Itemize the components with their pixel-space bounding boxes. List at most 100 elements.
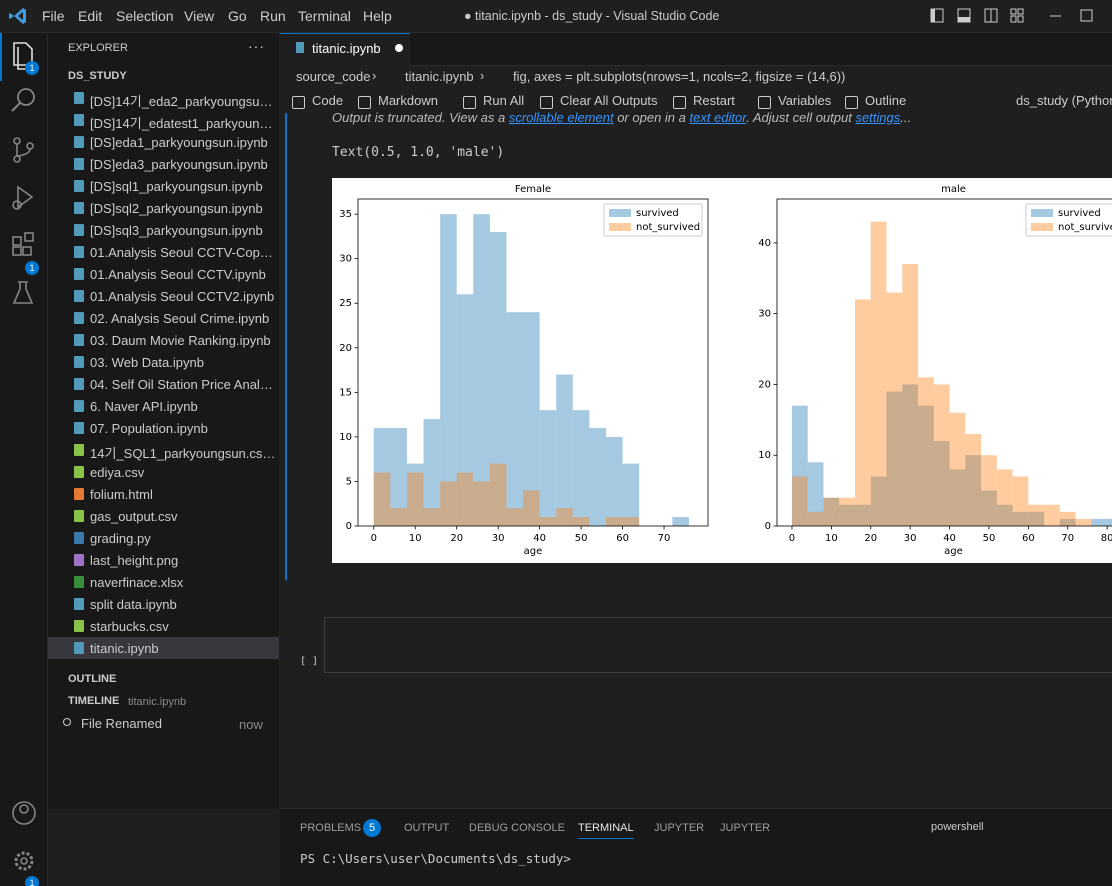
toolbar-button[interactable]: Markdown bbox=[378, 93, 438, 108]
menu-item[interactable]: Terminal bbox=[298, 8, 351, 24]
file-row[interactable]: starbucks.csv bbox=[48, 615, 279, 637]
file-name: ediya.csv bbox=[90, 465, 145, 480]
timeline-entry[interactable]: File Renamed bbox=[81, 716, 162, 731]
file-row[interactable]: 01.Analysis Seoul CCTV.ipynb bbox=[48, 263, 279, 285]
file-row[interactable]: gas_output.csv bbox=[48, 505, 279, 527]
unsaved-dot bbox=[395, 44, 403, 52]
title-bar bbox=[0, 0, 1112, 33]
menu-item[interactable]: View bbox=[184, 8, 215, 24]
file-name: 6. Naver API.ipynb bbox=[90, 399, 198, 414]
menu-item[interactable]: Selection bbox=[116, 8, 174, 24]
menu-item[interactable]: Edit bbox=[78, 8, 103, 24]
file-row[interactable]: [DS]eda3_parkyoungsun.ipynb bbox=[48, 153, 279, 175]
outline-header[interactable]: OUTLINE bbox=[68, 673, 117, 685]
hist-bar bbox=[605, 517, 623, 526]
hist-bar bbox=[855, 299, 871, 526]
breadcrumb-sep: › bbox=[480, 68, 485, 83]
timeline-header[interactable]: TIMELINE bbox=[68, 695, 120, 707]
toolbar-button[interactable]: Variables bbox=[778, 93, 832, 108]
legend-swatch bbox=[609, 209, 631, 217]
y-tick-label: 10 bbox=[758, 450, 771, 461]
output-link[interactable]: scrollable element bbox=[508, 110, 614, 125]
file-icon bbox=[74, 92, 84, 104]
file-row[interactable]: 04. Self Oil Station Price Analysis.ipyn… bbox=[48, 373, 279, 395]
panel-tab[interactable]: TERMINAL bbox=[578, 822, 634, 839]
hist-bar bbox=[373, 427, 391, 526]
window-controls bbox=[930, 8, 1093, 23]
file-row[interactable]: 01.Analysis Seoul CCTV2.ipynb bbox=[48, 285, 279, 307]
folder-name[interactable]: DS_STUDY bbox=[68, 70, 127, 82]
toolbar-button[interactable]: Run All bbox=[483, 93, 525, 108]
file-row[interactable]: 07. Population.ipynb bbox=[48, 417, 279, 439]
file-icon bbox=[74, 422, 84, 434]
hist-bar bbox=[1059, 518, 1076, 526]
toolbar-button[interactable]: Code bbox=[312, 93, 344, 108]
hist-bar bbox=[473, 214, 490, 526]
file-name: [DS]14기_edatest1_parkyoungsun.ipynb bbox=[90, 116, 277, 131]
x-tick-label: 60 bbox=[616, 533, 629, 544]
file-name: naverfinace.xlsx bbox=[90, 575, 184, 590]
file-name: split data.ipynb bbox=[90, 597, 177, 612]
cell-prompt: [ ] bbox=[300, 656, 319, 667]
file-icon bbox=[74, 554, 84, 566]
file-row[interactable]: last_height.png bbox=[48, 549, 279, 571]
hist-bar bbox=[933, 441, 950, 526]
file-row[interactable]: titanic.ipynb bbox=[48, 637, 279, 659]
file-name: [DS]sql2_parkyoungsun.ipynb bbox=[90, 201, 263, 216]
kernel[interactable]: ds_study (Python bbox=[1016, 93, 1112, 108]
hist-bar bbox=[1012, 511, 1029, 526]
file-row[interactable]: ediya.csv bbox=[48, 461, 279, 483]
hist-bar bbox=[556, 508, 573, 526]
hist-bar bbox=[839, 497, 856, 526]
file-row[interactable]: 14기_SQL1_parkyoungsun.csv.csv bbox=[48, 439, 279, 461]
file-row[interactable]: 03. Daum Movie Ranking.ipynb bbox=[48, 329, 279, 351]
breadcrumb-item[interactable]: fig, axes = plt.subplots(nrows=1, ncols=… bbox=[513, 69, 846, 84]
menu-item[interactable]: Help bbox=[363, 8, 392, 24]
breadcrumb-item[interactable]: source_code bbox=[296, 69, 371, 84]
tab-icon bbox=[296, 42, 304, 53]
file-row[interactable]: naverfinace.xlsx bbox=[48, 571, 279, 593]
activity-bar bbox=[0, 33, 48, 886]
panel-tab[interactable]: OUTPUT bbox=[404, 822, 450, 834]
shell[interactable]: powershell bbox=[931, 821, 984, 833]
menu-item[interactable]: Go bbox=[228, 8, 247, 24]
y-tick-label: 40 bbox=[758, 238, 771, 249]
hist-bar bbox=[918, 377, 934, 526]
hist-bar bbox=[605, 436, 623, 526]
panel-tab[interactable]: JUPYTER bbox=[720, 822, 771, 834]
empty-cell[interactable] bbox=[324, 617, 1112, 673]
file-icon bbox=[74, 510, 84, 522]
panel-tab[interactable]: DEBUG CONSOLE bbox=[469, 822, 565, 834]
panel-tab[interactable]: JUPYTER bbox=[654, 822, 705, 834]
file-row[interactable]: [DS]sql2_parkyoungsun.ipynb bbox=[48, 197, 279, 219]
output-link[interactable]: settings bbox=[855, 110, 901, 125]
tab-label[interactable]: titanic.ipynb bbox=[312, 41, 381, 56]
file-row[interactable]: 02. Analysis Seoul Crime.ipynb bbox=[48, 307, 279, 329]
figure: 0 10 20 30 40 50 60 70 0 5 10 15 20 25 30 35 Female age su… bbox=[332, 178, 1112, 563]
file-row[interactable]: [DS]eda1_parkyoungsun.ipynb bbox=[48, 131, 279, 153]
toolbar-button[interactable]: Outline bbox=[865, 93, 907, 108]
file-row[interactable]: [DS]14기_edatest1_parkyoungsun.ipynb bbox=[48, 109, 279, 131]
file-row[interactable]: 03. Web Data.ipynb bbox=[48, 351, 279, 373]
file-icon bbox=[74, 400, 84, 412]
toolbar-button[interactable]: Clear All Outputs bbox=[560, 93, 658, 108]
breadcrumb-item[interactable]: titanic.ipynb bbox=[405, 69, 474, 84]
file-row[interactable]: [DS]sql3_parkyoungsun.ipynb bbox=[48, 219, 279, 241]
legend-swatch bbox=[1031, 223, 1053, 231]
file-row[interactable]: [DS]14기_eda2_parkyoungsun.ipynb bbox=[48, 87, 279, 109]
menu-item[interactable]: Run bbox=[260, 8, 286, 24]
output-link[interactable]: text editor bbox=[689, 110, 747, 125]
panel-tab[interactable]: PROBLEMS bbox=[300, 822, 362, 834]
file-row[interactable]: folium.html bbox=[48, 483, 279, 505]
file-row[interactable]: [DS]sql1_parkyoungsun.ipynb bbox=[48, 175, 279, 197]
menu-item[interactable]: File bbox=[42, 8, 65, 24]
y-tick-label: 35 bbox=[339, 209, 352, 220]
file-row[interactable]: split data.ipynb bbox=[48, 593, 279, 615]
toolbar-button[interactable]: Restart bbox=[693, 93, 735, 108]
file-icon bbox=[74, 576, 84, 588]
hist-bar bbox=[791, 405, 808, 526]
file-row[interactable]: 01.Analysis Seoul CCTV-Copy1.ipynb bbox=[48, 241, 279, 263]
file-row[interactable]: 6. Naver API.ipynb bbox=[48, 395, 279, 417]
x-tick-label: 80 bbox=[1101, 533, 1112, 544]
file-row[interactable]: grading.py bbox=[48, 527, 279, 549]
